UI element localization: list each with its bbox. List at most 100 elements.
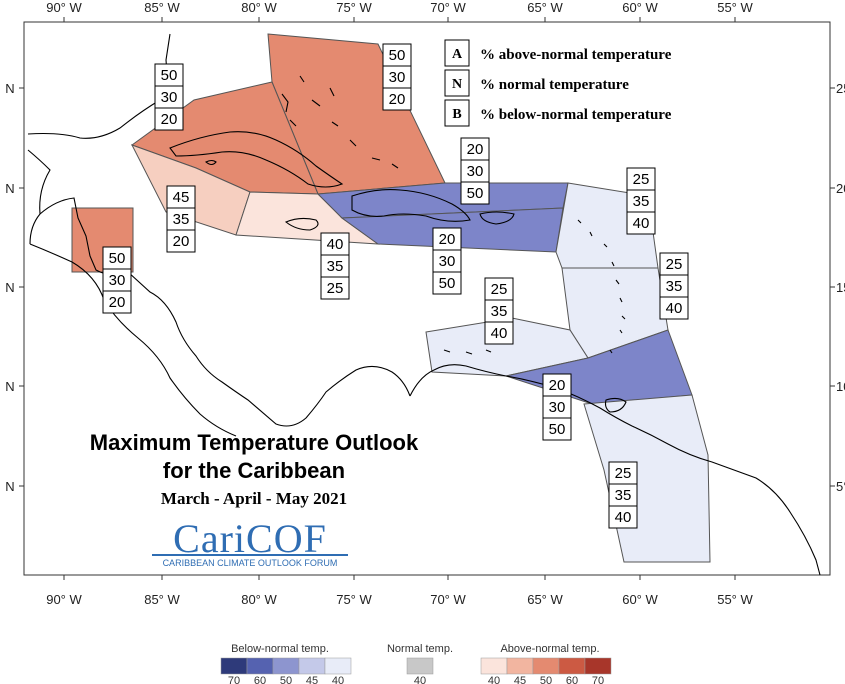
legend-key: B (452, 107, 461, 122)
probability-box: 50 30 20 (154, 63, 184, 131)
legend-label: % below-normal temperature (480, 107, 672, 123)
probability-value: 30 (109, 272, 126, 289)
probability-value: 20 (173, 233, 190, 250)
probability-value: 25 (633, 171, 650, 188)
probability-box: 25 35 40 (626, 167, 656, 235)
bottom-lon-labels: 90° W 85° W 80° W 75° W 70° W 65° W 60° … (46, 592, 753, 607)
lon-label-top: 55° W (717, 0, 753, 15)
scale-swatch (532, 657, 560, 675)
probability-value: 40 (491, 325, 508, 342)
probability-value: 50 (389, 47, 406, 64)
top-lon-labels: 90° W 85° W 80° W 75° W 70° W 65° W 60° … (46, 0, 753, 15)
scale-swatch (246, 657, 274, 675)
lat-labels-right: 25 20 15 10 5° (836, 81, 845, 494)
scale-swatch (558, 657, 586, 675)
scale-swatch (584, 657, 612, 675)
lon-label-top: 85° W (144, 0, 180, 15)
legend-key: N (452, 77, 462, 92)
lat-label-right: 10 (836, 379, 845, 394)
probability-value: 50 (109, 250, 126, 267)
lon-label-bottom: 65° W (527, 592, 563, 607)
scale-below-label: Below-normal temp. (231, 643, 329, 655)
lon-label-top: 65° W (527, 0, 563, 15)
probability-value: 40 (327, 236, 344, 253)
probability-box: 50 30 20 (382, 43, 412, 111)
probability-value: 30 (389, 69, 406, 86)
lat-label-right: 5° (836, 479, 845, 494)
scale-tick: 70 (228, 675, 240, 684)
probability-value: 35 (173, 211, 190, 228)
scale-above-label: Above-normal temp. (500, 643, 599, 655)
probability-box: 25 35 40 (484, 277, 514, 345)
scale-swatch (272, 657, 300, 675)
scale-tick: 60 (254, 675, 266, 684)
probability-value: 30 (439, 253, 456, 270)
scale-tick: 60 (566, 675, 578, 684)
probability-value: 50 (161, 67, 178, 84)
scale-swatch (298, 657, 326, 675)
probability-value: 40 (666, 300, 683, 317)
probability-value: 50 (439, 275, 456, 292)
lat-label-right: 15 (836, 280, 845, 295)
coastlines (27, 33, 821, 576)
probability-value: 30 (549, 399, 566, 416)
map-title-line1: Maximum Temperature Outlook (90, 430, 419, 455)
probability-value: 35 (327, 258, 344, 275)
probability-value: 20 (389, 91, 406, 108)
lat-label-right: 25 (836, 81, 845, 96)
probability-value: 25 (666, 256, 683, 273)
tick-marks (19, 17, 835, 580)
logo-wordmark: CariCOF (173, 516, 327, 561)
probability-value: 30 (467, 163, 484, 180)
lat-label-left: N (5, 379, 14, 394)
scale-swatch (406, 657, 434, 675)
probability-value: 35 (615, 487, 632, 504)
probability-value: 50 (467, 185, 484, 202)
legend-label: % above-normal temperature (480, 47, 672, 63)
legend-label: % normal temperature (480, 77, 629, 93)
probability-value: 20 (161, 111, 178, 128)
scale-tick: 40 (414, 675, 426, 684)
scale-below-swatches: 70 60 50 45 40 (220, 657, 352, 684)
lon-label-top: 80° W (241, 0, 277, 15)
lat-label-left: N (5, 181, 14, 196)
caricof-logo: CariCOF CARIBBEAN CLIMATE OUTLOOK FORUM (152, 516, 348, 568)
probability-value: 35 (666, 278, 683, 295)
scale-swatch (220, 657, 248, 675)
lon-label-bottom: 80° W (241, 592, 277, 607)
probability-value: 20 (549, 377, 566, 394)
lon-label-bottom: 70° W (430, 592, 466, 607)
probability-box: 25 35 40 (659, 252, 689, 320)
probability-value: 40 (633, 215, 650, 232)
lon-label-bottom: 75° W (336, 592, 372, 607)
lon-label-bottom: 60° W (622, 592, 658, 607)
probability-labels: 50 30 20 50 30 20 45 35 20 40 35 25 50 30 20 20 30 50 20 30… (102, 43, 689, 529)
probability-box: 50 30 20 (102, 246, 132, 314)
lon-label-top: 70° W (430, 0, 466, 15)
probability-value: 45 (173, 189, 190, 206)
probability-value: 25 (327, 280, 344, 297)
lon-label-top: 75° W (336, 0, 372, 15)
color-scale: Below-normal temp. Normal temp. Above-no… (220, 643, 612, 684)
lat-label-right: 20 (836, 181, 845, 196)
scale-tick: 45 (306, 675, 318, 684)
scale-tick: 50 (540, 675, 552, 684)
lon-label-bottom: 85° W (144, 592, 180, 607)
probability-value: 25 (615, 465, 632, 482)
probability-box: 25 35 40 (608, 461, 638, 529)
logo-subtitle: CARIBBEAN CLIMATE OUTLOOK FORUM (163, 558, 338, 568)
probability-value: 35 (491, 303, 508, 320)
scale-swatch (480, 657, 508, 675)
map-title-line2: for the Caribbean (163, 458, 345, 483)
probability-value: 20 (439, 231, 456, 248)
probability-value: 40 (615, 509, 632, 526)
probability-value: 30 (161, 89, 178, 106)
lat-label-left: N (5, 479, 14, 494)
lon-label-top: 90° W (46, 0, 82, 15)
scale-normal-label: Normal temp. (387, 643, 453, 655)
scale-tick: 70 (592, 675, 604, 684)
scale-tick: 40 (332, 675, 344, 684)
map-period: March - April - May 2021 (161, 489, 347, 508)
probability-box: 20 30 50 (432, 227, 462, 295)
